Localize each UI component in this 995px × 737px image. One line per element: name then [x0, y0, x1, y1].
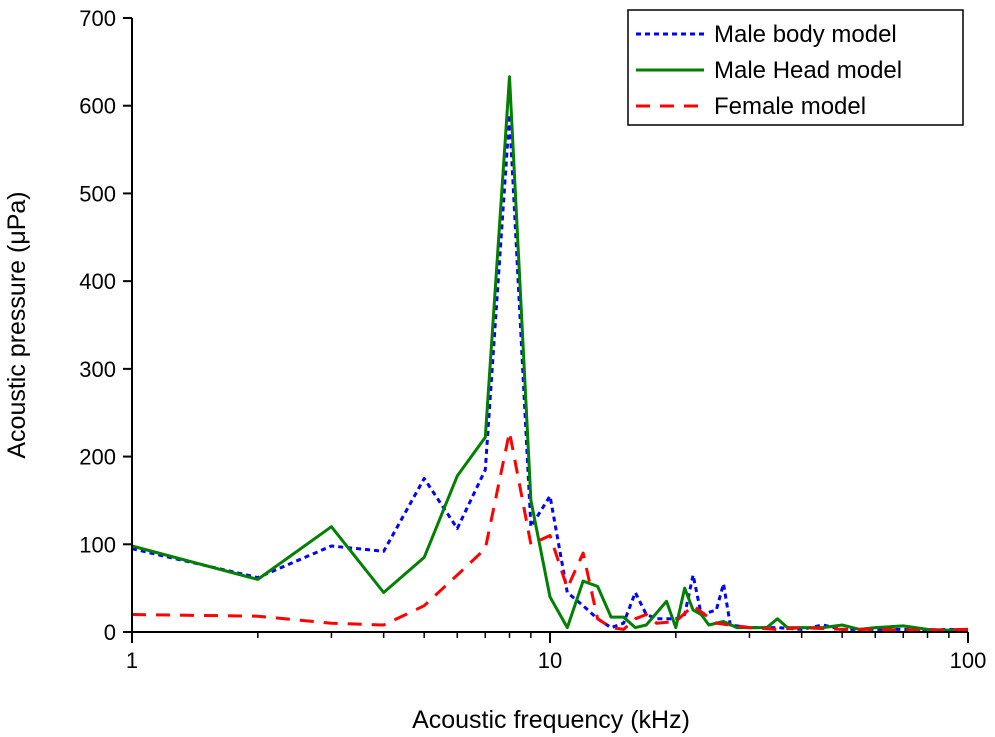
- tick-labels: 0 100 200 300 400 500 600 700 1 10 100: [79, 6, 986, 673]
- y-tick-label: 100: [79, 532, 116, 557]
- x-axis-title: Acoustic frequency (kHz): [412, 706, 690, 734]
- legend-label-2: Male Head model: [714, 57, 902, 84]
- legend-label-3: Female model: [714, 93, 866, 120]
- y-tick-label: 400: [79, 269, 116, 294]
- series-line-2: [131, 75, 969, 632]
- x-tick-label: 10: [538, 648, 562, 673]
- legend-box: [627, 9, 964, 126]
- y-tick-label: 600: [79, 94, 116, 119]
- y-tick-label: 300: [79, 357, 116, 382]
- series-line-1: [131, 113, 969, 632]
- series-line-3: [131, 430, 969, 632]
- legend: Male body model Male Head model Female mod…: [627, 9, 964, 126]
- x-tick-label: 100: [950, 648, 987, 673]
- legend-label-1: Male body model: [714, 21, 897, 48]
- y-tick-label: 0: [104, 620, 116, 645]
- y-axis-title: Acoustic pressure (μPa): [3, 191, 31, 458]
- axes: [123, 17, 969, 643]
- x-tick-label: 1: [126, 648, 138, 673]
- y-tick-label: 200: [79, 445, 116, 470]
- y-tick-label: 500: [79, 181, 116, 206]
- y-tick-label: 700: [79, 6, 116, 31]
- plot-lines: [131, 75, 969, 632]
